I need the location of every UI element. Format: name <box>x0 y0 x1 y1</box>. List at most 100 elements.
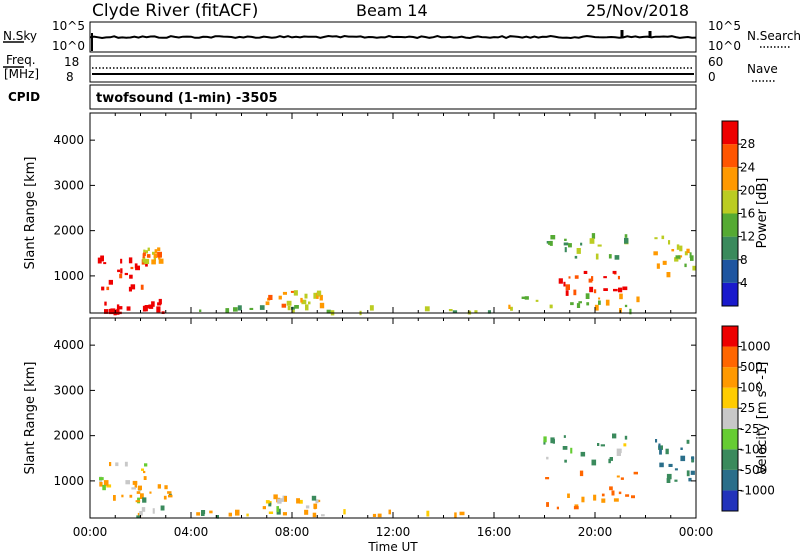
power-colorbar: 4 8 12 16 20 24 28 <box>721 120 755 307</box>
echo-cell <box>369 305 374 311</box>
echo-cell <box>563 435 566 438</box>
echo-cell <box>564 238 567 241</box>
echo-cell <box>576 248 581 254</box>
echo-cell <box>276 506 279 513</box>
freq-unit-label: [MHz] <box>4 67 39 81</box>
echo-cell <box>620 477 624 480</box>
time-tick-label: 00:00 <box>679 525 714 539</box>
echo-cell <box>636 296 640 303</box>
echo-cell <box>128 286 132 292</box>
echo-cell <box>129 274 133 279</box>
echo-cell <box>148 304 153 307</box>
velocity-x-ticks <box>89 318 697 518</box>
echo-cell <box>686 439 690 444</box>
echo-cell <box>117 269 121 273</box>
colorbar-tick-label: 25 <box>740 401 755 415</box>
colorbar-tick-label: 28 <box>740 137 755 151</box>
echo-cell <box>661 235 665 240</box>
echo-cell <box>605 299 610 306</box>
echo-cell <box>279 498 285 502</box>
echo-cell <box>154 249 158 254</box>
echo-cell <box>315 499 319 504</box>
echo-cell <box>273 494 278 500</box>
echo-cell <box>313 292 319 299</box>
colorbar-tick-label: 100 <box>740 381 763 395</box>
echo-cell <box>659 462 664 468</box>
echo-cell <box>388 509 391 515</box>
echo-cell <box>119 273 123 279</box>
echo-cell <box>595 253 599 260</box>
echo-cell <box>562 446 568 450</box>
velocity-y-axis-label: Slant Range [km] <box>23 362 38 475</box>
echo-cell <box>246 513 249 517</box>
echo-cell <box>321 514 325 517</box>
echo-cell <box>674 468 678 471</box>
echo-cell <box>618 287 623 293</box>
echo-cell <box>372 513 377 517</box>
echo-cell <box>674 479 678 482</box>
nsky-panel: N.Sky 10^5 10^0 10^5 10^0 N.Search <box>3 19 800 53</box>
colorbar-swatch <box>722 469 738 491</box>
power-panel: 1000 2000 3000 4000 Slant Range [km] 4 8 12 16… <box>23 112 770 316</box>
echo-cell <box>146 254 151 258</box>
echo-cell <box>510 306 513 311</box>
echo-cell <box>118 306 123 310</box>
echo-cell <box>109 462 112 467</box>
velocity-colorbar-label: Velocity [m s^-1] <box>755 362 770 475</box>
colorbar-swatch <box>722 326 738 347</box>
colorbar-swatch <box>722 259 738 283</box>
echo-cell <box>292 309 295 313</box>
colorbar-swatch <box>722 144 738 168</box>
echo-cell <box>598 300 601 305</box>
echo-cell <box>145 263 148 267</box>
echo-cell <box>614 255 620 260</box>
echo-cell <box>594 304 599 311</box>
echo-cell <box>142 305 147 312</box>
colorbar-swatch <box>722 282 738 306</box>
echo-cell <box>282 512 287 516</box>
colorbar-frame <box>721 325 739 512</box>
nave-tick-top: 60 <box>708 55 723 69</box>
echo-cell <box>690 255 694 261</box>
colorbar-swatch <box>722 167 738 191</box>
echo-cell <box>684 263 687 268</box>
echo-cell <box>157 302 162 306</box>
echo-cell <box>629 308 632 315</box>
colorbar-swatch <box>722 213 738 237</box>
echo-cell <box>135 500 141 503</box>
echo-cell <box>686 470 690 477</box>
echo-cell <box>259 305 265 310</box>
echo-cell <box>268 511 274 514</box>
echo-cell <box>692 265 696 271</box>
time-tick-label: 12:00 <box>376 525 411 539</box>
echo-cell <box>691 456 695 463</box>
echo-cell <box>158 298 162 305</box>
echo-cell <box>237 305 242 311</box>
echo-cell <box>343 509 346 515</box>
colorbar-swatch <box>722 346 738 368</box>
echo-cell <box>573 506 579 510</box>
echo-cell <box>563 242 569 246</box>
echo-cell <box>581 496 585 503</box>
echo-cell <box>589 286 594 293</box>
freq-tick-top: 18 <box>64 55 79 69</box>
echo-cell <box>282 291 287 295</box>
colorbar-swatch <box>722 236 738 260</box>
echo-cell <box>535 299 539 302</box>
y-tick-label: 1000 <box>53 474 84 488</box>
y-tick-label: 2000 <box>53 429 84 443</box>
echo-cell <box>448 309 453 312</box>
echo-cell <box>659 448 662 455</box>
echo-cell <box>658 445 663 450</box>
colorbar-swatch <box>722 190 738 214</box>
echo-cell <box>209 510 213 514</box>
echo-cell <box>293 290 298 296</box>
echo-cell <box>233 307 238 312</box>
echo-cell <box>143 252 146 257</box>
echo-cell <box>157 247 161 252</box>
echo-cell <box>134 263 138 269</box>
echo-cell <box>141 507 146 512</box>
echo-cell <box>167 491 172 494</box>
echo-cell <box>603 288 608 291</box>
echo-cell <box>130 266 134 270</box>
